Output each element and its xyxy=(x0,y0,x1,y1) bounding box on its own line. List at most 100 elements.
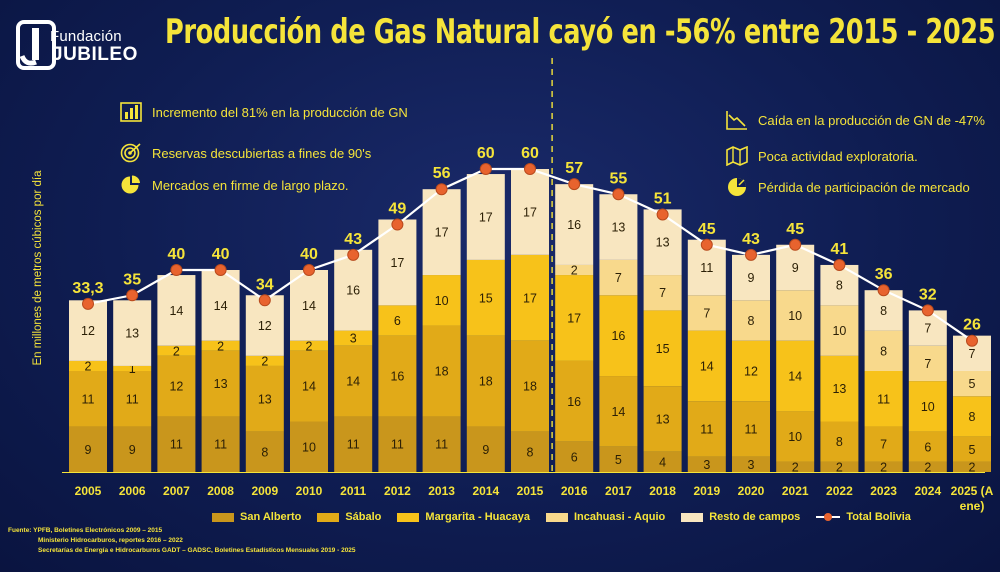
bar-segment xyxy=(687,239,726,296)
bar-value-label: 16 xyxy=(567,218,581,232)
bar-value-label: 11 xyxy=(391,438,404,452)
bar-segment xyxy=(157,345,196,356)
bar-value-label: 8 xyxy=(880,304,887,318)
bar-value-label: 10 xyxy=(435,294,449,308)
bar-value-label: 17 xyxy=(390,256,404,270)
bar-value-label: 15 xyxy=(479,291,493,305)
bar-segment xyxy=(687,330,726,402)
bar-segment xyxy=(422,416,461,472)
x-tick-label: 2011 xyxy=(340,484,366,498)
x-tick-label: 2005 xyxy=(75,484,102,498)
bar-value-label: 13 xyxy=(832,382,846,396)
bar-segment xyxy=(864,426,903,462)
bar-segment xyxy=(466,259,505,336)
legend-swatch xyxy=(545,512,568,522)
legend-line-marker-icon xyxy=(816,513,841,521)
bar-value-label: 16 xyxy=(390,370,404,384)
bar-segment xyxy=(334,345,373,417)
bar-segment xyxy=(69,300,107,361)
annotation-right-1: Caída en la producción de GN de -47% xyxy=(726,110,985,130)
logo-mark-icon xyxy=(16,20,56,70)
total-value-label: 43 xyxy=(742,231,760,248)
x-tick-label: 2024 xyxy=(914,484,941,498)
bar-segment xyxy=(776,340,815,412)
bar-segment xyxy=(776,411,815,462)
x-tick-label: 2016 xyxy=(561,484,588,498)
x-tick-label: 2019 xyxy=(693,484,720,498)
legend: San Alberto Sábalo Margarita - Huacaya Inca… xyxy=(212,511,927,523)
bar-segment xyxy=(643,386,682,452)
source-line-1: Fuente: YPFB, Boletines Electrónicos 200… xyxy=(8,527,163,534)
bar-segment xyxy=(69,371,107,427)
bar-value-label: 2 xyxy=(571,264,578,278)
bar-value-label: 10 xyxy=(921,400,935,414)
bar-segment xyxy=(820,421,859,462)
bar-segment xyxy=(378,219,417,306)
total-value-label: 60 xyxy=(477,145,495,162)
bar-value-label: 9 xyxy=(748,271,755,285)
total-point xyxy=(700,238,713,251)
total-point xyxy=(391,218,404,231)
total-point xyxy=(745,248,757,261)
bar-value-label: 2 xyxy=(924,460,931,474)
bar-segment xyxy=(201,270,240,341)
x-tick-label: 2023 xyxy=(870,484,897,498)
legend-label: San Alberto xyxy=(240,511,302,523)
bar-segment xyxy=(820,355,859,422)
bar-value-label: 7 xyxy=(659,286,666,300)
bar-value-label: 14 xyxy=(302,299,316,313)
bar-value-label: 14 xyxy=(214,299,228,313)
bar-chart-icon xyxy=(120,102,142,122)
bar-value-label: 8 xyxy=(748,314,755,328)
y-axis-label: En millones de metros cúbicos por día xyxy=(32,170,44,366)
logo-line1: Fundación xyxy=(50,28,122,45)
legend-swatch xyxy=(397,512,420,522)
bar-value-label: 14 xyxy=(788,370,802,384)
bar-segment xyxy=(113,426,152,472)
legend-item: Incahuasi - Aquio xyxy=(545,511,665,523)
bar-segment xyxy=(908,431,947,462)
total-point xyxy=(568,178,581,191)
bar-segment xyxy=(157,416,196,472)
total-value-label: 56 xyxy=(433,165,451,182)
bar-segment xyxy=(334,416,373,472)
x-tick-label: 2018 xyxy=(649,484,676,498)
bar-value-label: 8 xyxy=(880,344,887,358)
bar-value-label: 2 xyxy=(85,359,92,373)
total-point xyxy=(303,264,315,276)
x-tick-label: 2012 xyxy=(384,484,411,498)
bar-segment xyxy=(908,310,947,346)
bar-value-label: 16 xyxy=(611,329,625,343)
bar-segment xyxy=(466,335,505,427)
x-tick-label: 2017 xyxy=(605,484,632,498)
bar-segment xyxy=(599,259,638,296)
bar-value-label: 2 xyxy=(173,344,180,358)
bar-segment xyxy=(201,416,240,472)
bar-value-label: 11 xyxy=(700,423,713,437)
bar-segment xyxy=(422,325,461,417)
bar-value-label: 5 xyxy=(969,443,976,457)
bar-segment xyxy=(643,451,682,472)
total-point xyxy=(833,258,846,271)
x-tick-label: 2020 xyxy=(738,484,765,498)
legend-swatch xyxy=(681,512,704,522)
total-point xyxy=(877,284,890,297)
bar-segment xyxy=(69,360,107,371)
bar-segment xyxy=(953,461,991,472)
bar-value-label: 2 xyxy=(792,460,799,474)
bar-segment xyxy=(466,174,505,260)
bar-value-label: 10 xyxy=(788,430,802,444)
bar-value-label: 12 xyxy=(258,319,272,333)
bar-segment xyxy=(599,376,638,447)
total-value-label: 51 xyxy=(654,190,672,207)
total-point xyxy=(479,163,492,175)
bar-value-label: 13 xyxy=(258,392,272,406)
x-tick-label: 2022 xyxy=(826,484,853,498)
total-point xyxy=(126,289,139,302)
fundacion-jubileo-logo: Fundación JUBILEO xyxy=(14,14,137,74)
bar-value-label: 11 xyxy=(82,392,95,406)
bar-value-label: 17 xyxy=(567,311,581,325)
bar-value-label: 4 xyxy=(659,455,666,469)
bar-segment xyxy=(511,431,549,472)
bar-value-label: 12 xyxy=(169,380,183,394)
